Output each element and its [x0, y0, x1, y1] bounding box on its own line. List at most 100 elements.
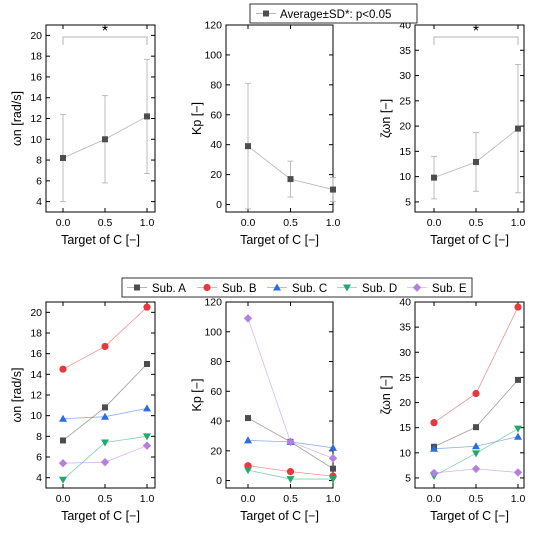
x-tick-label: 0.5	[469, 217, 484, 229]
data-point	[473, 158, 479, 165]
data-point	[329, 443, 337, 451]
x-axis-label: Target of C [−]	[61, 509, 140, 523]
legend-label: Sub. A	[152, 283, 186, 295]
y-tick-label: 4	[36, 196, 42, 208]
y-tick-label: 20	[399, 397, 411, 409]
y-tick-label: 6	[36, 452, 42, 464]
y-tick-label: 14	[30, 369, 42, 381]
legend-label: Sub. C	[292, 283, 327, 295]
data-point	[473, 424, 479, 431]
x-axis-label: Target of C [−]	[240, 233, 319, 247]
data-point	[472, 389, 480, 398]
data-point	[59, 365, 67, 373]
data-point	[286, 476, 295, 484]
x-axis-label: Target of C [−]	[430, 509, 509, 523]
data-point	[245, 143, 251, 150]
data-point	[514, 303, 522, 311]
data-point	[431, 174, 437, 181]
y-tick-label: 10	[30, 134, 42, 146]
data-point	[142, 441, 152, 450]
x-tick-label: 0.0	[427, 217, 442, 229]
y-tick-label: 18	[30, 328, 42, 340]
y-tick-label: 30	[399, 347, 411, 359]
legend-label: Sub. B	[222, 283, 257, 295]
data-point	[472, 442, 480, 450]
plot-frame	[45, 24, 156, 213]
plot-frame	[414, 24, 525, 213]
data-point	[101, 342, 109, 351]
y-tick-label: 60	[210, 386, 222, 398]
data-point	[244, 467, 252, 475]
y-tick-label: 8	[36, 431, 42, 443]
y-tick-label: 80	[210, 356, 222, 368]
x-tick-label: 0.0	[56, 217, 71, 229]
x-axis-label: Target of C [−]	[430, 233, 509, 247]
x-tick-label: 0.5	[98, 217, 113, 229]
significance-marker: *	[473, 23, 479, 40]
y-tick-label: 40	[399, 297, 411, 309]
y-tick-label: 10	[399, 171, 411, 183]
y-tick-label: 16	[30, 348, 42, 360]
legend-marker	[203, 283, 211, 292]
y-tick-label: 25	[399, 372, 411, 384]
series-line	[62, 306, 148, 370]
data-point	[101, 439, 109, 447]
y-tick-label: 10	[399, 447, 411, 459]
data-point	[59, 476, 67, 484]
y-tick-label: 20	[399, 121, 411, 133]
y-tick-label: 15	[399, 422, 411, 434]
y-axis-label-text: Kp [−]	[190, 378, 204, 411]
y-tick-label: 15	[399, 146, 411, 158]
data-point	[514, 432, 522, 440]
y-tick-label: 120	[204, 297, 222, 309]
series-line	[433, 306, 519, 423]
y-tick-label: 40	[399, 20, 411, 32]
y-tick-label: 16	[30, 71, 42, 83]
x-tick-label: 0.0	[56, 493, 71, 505]
data-point	[243, 314, 253, 323]
legend-marker	[412, 283, 422, 292]
data-point	[471, 464, 481, 474]
x-tick-label: 0.5	[283, 217, 298, 229]
data-point	[102, 404, 108, 411]
legend-marker	[343, 284, 351, 292]
y-tick-label: 40	[210, 416, 222, 428]
x-tick-label: 1.0	[326, 493, 341, 505]
significance-bracket	[433, 36, 519, 45]
y-tick-label: 20	[210, 169, 222, 181]
legend-label: Sub. D	[362, 283, 397, 295]
y-axis-label: ωn [rad/s]	[10, 91, 24, 146]
legend-marker	[134, 284, 140, 291]
data-point	[244, 436, 252, 444]
legend-marker	[273, 283, 281, 291]
y-tick-label: 100	[204, 49, 222, 61]
plot-frame	[414, 301, 525, 489]
x-tick-label: 0.5	[469, 493, 484, 505]
significance-bracket	[62, 36, 148, 45]
chart-panel-top-middle: 0 20 40 60 80 100 120 0.0 0.5 1.0 Target of C [−] K…	[190, 20, 340, 248]
y-tick-label: 20	[30, 307, 42, 319]
y-tick-label: 80	[210, 79, 222, 91]
legend-note: *: p<0.05	[345, 9, 391, 21]
x-axis-label: Target of C [−]	[61, 233, 140, 247]
data-point	[58, 459, 68, 468]
data-point	[59, 414, 67, 422]
legend-marker	[263, 10, 269, 17]
y-tick-label: 6	[36, 175, 42, 187]
y-tick-label: 120	[204, 20, 222, 32]
x-tick-label: 0.0	[241, 217, 256, 229]
data-point	[430, 419, 438, 427]
y-tick-label: 4	[36, 472, 42, 484]
data-point	[143, 433, 151, 441]
y-axis-label-text: Kp [−]	[190, 102, 204, 135]
y-axis-label-text: ζωn [−]	[379, 375, 393, 414]
y-axis-label-text: ωn [rad/s]	[10, 91, 24, 146]
y-axis-label-text: ζωn [−]	[379, 99, 393, 138]
y-axis-label: ωn [rad/s]	[10, 368, 24, 423]
y-axis-label: ζωn [−]	[379, 375, 393, 414]
y-axis-label: Kp [−]	[190, 378, 204, 411]
significance-marker: *	[102, 23, 108, 40]
x-tick-label: 1.0	[511, 493, 526, 505]
y-tick-label: 18	[30, 51, 42, 63]
